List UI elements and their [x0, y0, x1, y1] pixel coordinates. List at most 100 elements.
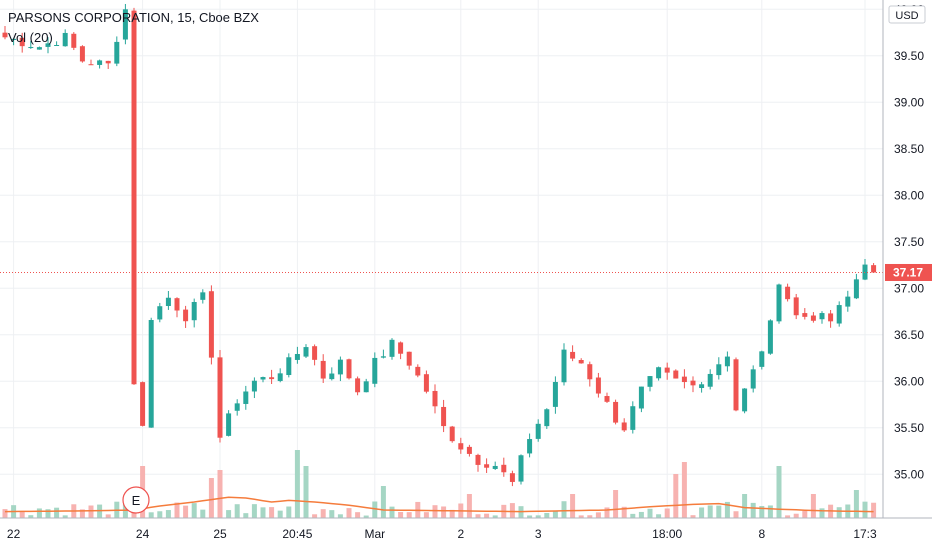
- volume-bar: [251, 504, 257, 518]
- volume-bar: [320, 509, 326, 518]
- candle-body: [191, 301, 197, 321]
- candle-body: [802, 313, 808, 317]
- volume-bar: [836, 507, 842, 518]
- candle-body: [681, 376, 687, 383]
- candle-body: [552, 381, 558, 407]
- candle-body: [690, 380, 696, 386]
- volume-ma-line: [4, 496, 874, 513]
- candle-body: [484, 464, 490, 468]
- candle-body: [208, 291, 214, 358]
- candle-body: [587, 364, 593, 380]
- candle-body: [767, 320, 773, 354]
- volume-bar: [776, 466, 782, 518]
- volume-bar: [509, 503, 515, 518]
- volume-bar: [54, 507, 60, 518]
- volume-bar: [535, 515, 541, 518]
- volume-bar: [45, 509, 51, 518]
- volume-bar: [441, 506, 447, 518]
- y-tick-label: 36.00: [894, 374, 924, 388]
- chart-title[interactable]: PARSONS CORPORATION, 15, Cboe BZX: [8, 10, 259, 25]
- candle-body: [853, 279, 859, 299]
- candle-body: [785, 286, 791, 300]
- volume-bar: [750, 502, 756, 518]
- candle-body: [71, 33, 77, 48]
- candle-body: [638, 386, 644, 409]
- candle-body: [759, 351, 765, 367]
- candle-body: [131, 10, 137, 385]
- last-price-badge: 37.17: [885, 263, 932, 281]
- candle-body: [234, 403, 240, 411]
- candle-body: [277, 373, 283, 382]
- volume-bar: [363, 515, 369, 518]
- volume-bar: [355, 512, 361, 518]
- chart-legend[interactable]: PARSONS CORPORATION, 15, Cboe BZX Vol (2…: [8, 8, 259, 48]
- candle-body: [174, 298, 180, 311]
- volume-bar: [62, 515, 68, 518]
- volume-bar: [699, 507, 705, 518]
- volume-bar: [303, 466, 309, 518]
- volume-bar: [208, 478, 214, 518]
- candle-body: [871, 265, 877, 273]
- candle-body: [647, 376, 653, 387]
- x-tick-label: 2: [457, 527, 464, 541]
- volume-bar: [217, 470, 223, 518]
- volume-bar: [621, 506, 627, 518]
- volume-bar: [664, 508, 670, 518]
- candle-body: [337, 359, 343, 375]
- candle-body: [269, 377, 275, 380]
- volume-bar: [742, 494, 748, 518]
- candle-body: [673, 370, 679, 379]
- volume-bar: [79, 509, 85, 518]
- volume-bar: [552, 511, 558, 518]
- volume-bar: [819, 508, 825, 518]
- candle-body: [380, 356, 386, 358]
- volume-bar: [492, 515, 498, 518]
- volume-bar: [793, 513, 799, 518]
- volume-bar: [767, 505, 773, 518]
- candle-body: [733, 359, 739, 411]
- candle-body: [621, 422, 627, 431]
- volume-bar: [174, 502, 180, 518]
- volume-bar: [595, 512, 601, 518]
- candle-body: [140, 382, 146, 426]
- volume-bar: [466, 494, 472, 518]
- currency-badge[interactable]: USD: [888, 5, 926, 24]
- volume-bar: [432, 505, 438, 518]
- candle-body: [105, 60, 111, 64]
- earnings-marker[interactable]: E: [122, 486, 150, 514]
- last-price-value: 37.17: [893, 265, 923, 279]
- candle-body: [389, 339, 395, 357]
- volume-bar: [690, 515, 696, 518]
- volume-bar: [337, 514, 343, 518]
- y-tick-label: 38.50: [894, 142, 924, 156]
- candle-body: [363, 381, 369, 393]
- volume-bar: [759, 506, 765, 518]
- candle-body: [260, 377, 266, 380]
- volume-bar: [398, 512, 404, 518]
- candle-body: [509, 473, 515, 482]
- volume-bar: [604, 507, 610, 518]
- volume-bar: [372, 501, 378, 518]
- candle-body: [441, 406, 447, 427]
- volume-indicator-label[interactable]: Vol (20): [8, 30, 53, 45]
- x-tick-label: 24: [136, 527, 150, 541]
- volume-bar: [673, 474, 679, 518]
- candle-body: [836, 305, 842, 324]
- candle-body: [36, 47, 42, 50]
- volume-bar: [148, 512, 154, 518]
- candle-body: [561, 349, 567, 383]
- candle-body: [604, 396, 610, 402]
- candle-body: [776, 284, 782, 322]
- candle-body: [423, 374, 429, 392]
- volume-bar: [716, 505, 722, 518]
- currency-badge-box: [888, 5, 926, 24]
- volume-bar: [630, 513, 636, 518]
- candle-body: [45, 43, 51, 47]
- candle-body: [527, 439, 533, 454]
- x-tick-label: 8: [758, 527, 765, 541]
- volume-bar: [380, 486, 386, 518]
- volume-bar: [561, 501, 567, 518]
- candle-body: [165, 297, 171, 306]
